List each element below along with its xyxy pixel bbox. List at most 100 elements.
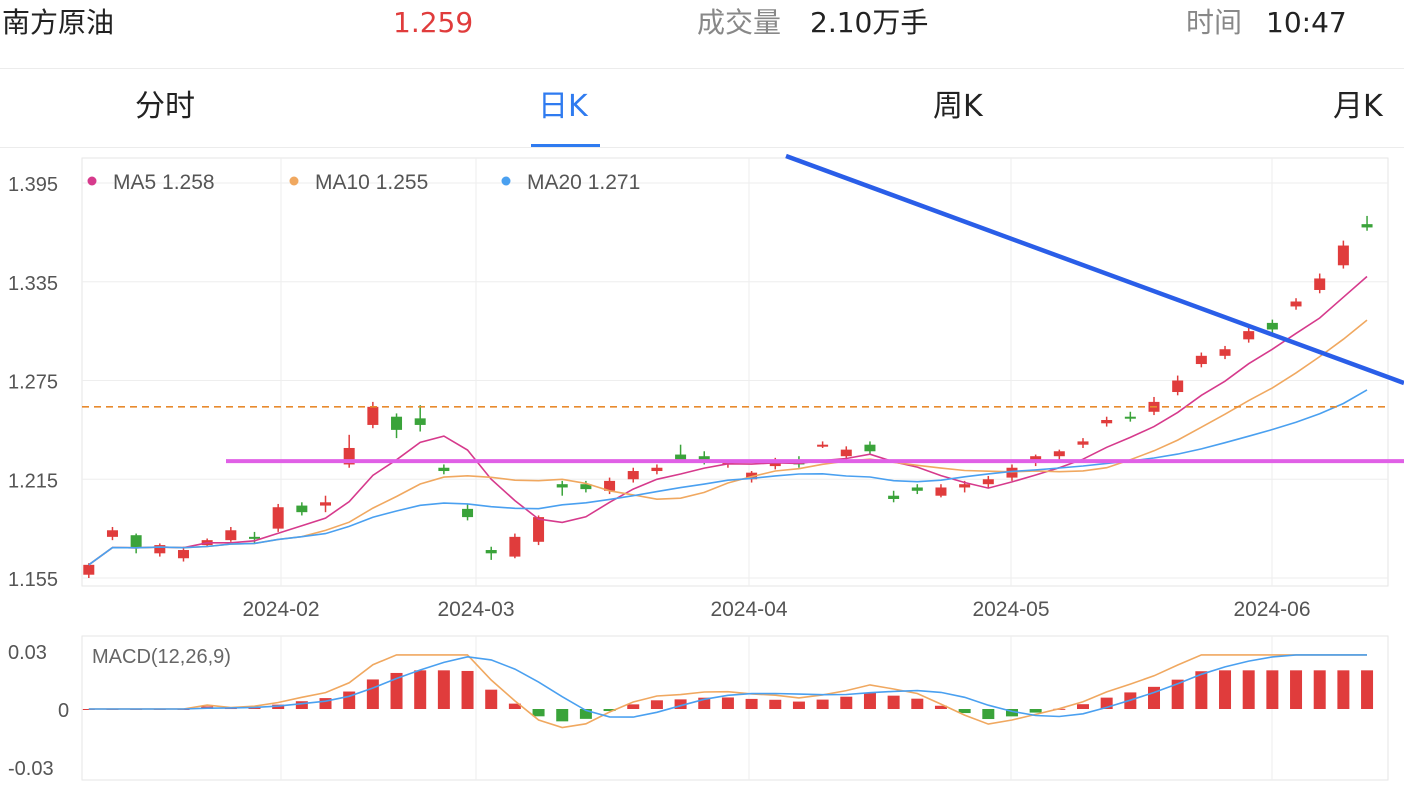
ma10-legend-text: MA10 1.255 (315, 171, 428, 194)
macd-bar (934, 705, 947, 709)
macd-y-tick: -0.03 (8, 758, 54, 780)
macd-bar (461, 670, 474, 709)
macd-bar (437, 670, 450, 709)
candle-body (225, 530, 237, 541)
x-tick-label: 2024-03 (437, 598, 514, 621)
time-value: 10:47 (1266, 6, 1347, 39)
candle-body (1006, 467, 1018, 478)
candle-body (627, 471, 639, 480)
macd-bar (721, 697, 734, 709)
candle-body (249, 536, 261, 539)
candle-body (1361, 224, 1373, 228)
candle-body (106, 530, 118, 537)
candle-body (604, 480, 616, 491)
macd-bar (1005, 709, 1018, 717)
macd-bar (792, 701, 805, 709)
y-tick-label: 1.335 (8, 273, 58, 295)
ma20-line (88, 389, 1368, 566)
main-frame (81, 157, 1389, 587)
candle-body (935, 487, 947, 496)
macd-bar (366, 679, 379, 709)
tab-monthly-k[interactable]: 月K (1333, 89, 1383, 124)
candle-body (817, 444, 829, 447)
candle-body (414, 418, 426, 425)
y-tick-label: 1.215 (8, 470, 58, 492)
tab-weekly-k[interactable]: 周K (933, 89, 983, 124)
active-tab-indicator (531, 144, 600, 147)
candle-body (154, 545, 166, 554)
downtrend-line (785, 153, 1404, 386)
candle-body (698, 456, 710, 460)
macd-y-tick: 0.03 (8, 642, 47, 664)
macd-bar (414, 670, 427, 709)
annotations (82, 153, 1404, 464)
candle-body (177, 550, 189, 559)
y-tick-label: 1.155 (8, 569, 58, 591)
macd-bar (840, 696, 853, 709)
candle-body (1337, 245, 1349, 266)
macd-bar (887, 695, 900, 709)
fund-name: 南方原油 (2, 6, 115, 39)
kline-chart[interactable]: 1.395 1.335 1.275 1.215 1.155 2024-02 2024-03 2… (0, 148, 1404, 796)
tab-intraday[interactable]: 分时 (135, 89, 195, 124)
macd-bar (295, 701, 308, 709)
candle-body (296, 505, 308, 513)
macd-dif-line (88, 654, 1367, 729)
candle-body (367, 406, 379, 425)
macd-bar (745, 698, 758, 709)
candle-body (1266, 322, 1278, 330)
macd-panel: 0.03 0 -0.03 MACD(12,26,9) (8, 635, 1389, 781)
macd-bar (1361, 670, 1374, 709)
candle-body (1053, 451, 1065, 457)
macd-bar (1313, 670, 1326, 709)
macd-dea-line (88, 654, 1367, 718)
ma10-legend-dot (289, 176, 299, 186)
candle-body (1195, 355, 1207, 365)
period-tabs: 分时 日K 周K 月K (0, 68, 1404, 148)
candle-body (1314, 278, 1326, 290)
candle-body (272, 507, 284, 529)
candle-body (320, 502, 332, 506)
candle-body (130, 535, 142, 549)
x-tick-label: 2024-05 (972, 598, 1049, 621)
tab-daily-k[interactable]: 日K (538, 89, 588, 124)
macd-bar (390, 672, 403, 709)
ma5-legend-text: MA5 1.258 (113, 171, 215, 194)
candle-body (83, 564, 95, 575)
macd-bar (579, 709, 592, 719)
macd-bar (958, 709, 971, 714)
candle-body (485, 550, 497, 554)
macd-bar (863, 692, 876, 709)
candle-body (864, 444, 876, 452)
macd-bar (698, 697, 711, 709)
macd-bar (650, 700, 663, 709)
ma20-legend-dot (501, 176, 511, 186)
candle-body (911, 487, 923, 491)
candle-body (1243, 331, 1255, 340)
candle-body (840, 449, 852, 457)
time-label: 时间 (1186, 6, 1243, 39)
macd-bar (1076, 704, 1089, 709)
candles (83, 215, 1373, 578)
candle-body (509, 536, 521, 557)
macd-bar (1266, 670, 1279, 709)
candle-body (462, 508, 474, 518)
macd-bar (911, 698, 924, 709)
macd-y-tick: 0 (58, 700, 69, 722)
current-price: 1.259 (393, 6, 474, 39)
candle-body (438, 467, 450, 472)
macd-bar (1337, 670, 1350, 709)
moving-averages (88, 275, 1368, 566)
candle-body (1290, 301, 1302, 307)
macd-bar (1219, 670, 1232, 709)
macd-bar (532, 709, 545, 717)
macd-bar (556, 709, 569, 722)
y-tick-label: 1.395 (8, 174, 58, 196)
macd-bar (603, 709, 616, 712)
candle-body (533, 517, 545, 542)
volume-label: 成交量 (697, 6, 782, 39)
axes: 1.395 1.335 1.275 1.215 1.155 2024-02 2024-03 2… (8, 174, 1311, 621)
ma5-legend-dot (87, 176, 97, 186)
ma5-line (88, 275, 1368, 566)
candle-body (343, 447, 355, 465)
